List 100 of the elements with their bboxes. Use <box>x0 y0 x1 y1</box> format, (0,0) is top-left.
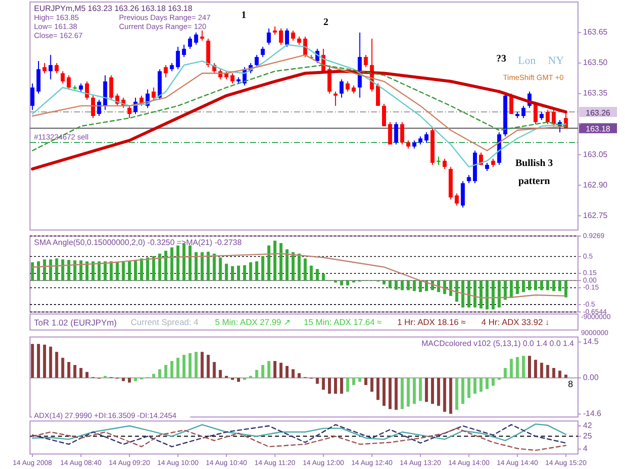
bar <box>418 378 422 401</box>
bar <box>522 280 525 292</box>
bar <box>298 254 301 281</box>
bar <box>486 378 489 390</box>
bar <box>261 364 264 378</box>
bar <box>424 378 428 402</box>
candlestick <box>400 122 404 145</box>
candlestick <box>394 122 398 145</box>
bar <box>492 280 495 310</box>
candlestick <box>442 158 447 170</box>
bar <box>461 378 464 404</box>
bar <box>206 252 210 281</box>
bar <box>128 261 131 281</box>
bar <box>480 378 483 392</box>
bar <box>449 378 452 414</box>
bar <box>182 354 186 378</box>
bar <box>255 370 258 378</box>
bar <box>328 378 331 394</box>
bar <box>388 280 392 288</box>
bar <box>286 366 289 378</box>
bar <box>534 280 538 290</box>
bar <box>273 361 276 378</box>
text: 5 Min: ADX 27.99 ↗ <box>215 317 292 327</box>
text: ToR 1.02 (EURJPYm) <box>34 318 117 328</box>
bar <box>467 280 470 308</box>
bar <box>292 369 295 378</box>
line-series <box>32 424 566 448</box>
bar <box>158 369 162 378</box>
ref-line-label: 163.18 <box>586 124 611 134</box>
bar <box>164 364 168 378</box>
bar <box>188 245 192 281</box>
y-tick-label: 0.00 <box>583 372 600 382</box>
bar <box>558 280 562 292</box>
y-tick-label: 163.65 <box>583 28 608 37</box>
bar <box>298 373 301 378</box>
bar <box>249 262 252 281</box>
bar <box>504 280 507 300</box>
bar <box>437 378 440 406</box>
bar <box>116 262 119 281</box>
bar <box>237 378 240 382</box>
y-tick-label: 163.35 <box>583 88 608 98</box>
bar <box>558 370 562 378</box>
bar <box>528 280 532 290</box>
candlestick <box>254 54 259 68</box>
annotation: ?3 <box>496 53 506 64</box>
bar <box>292 252 295 281</box>
y-tick-label: 25 <box>583 431 592 440</box>
bar <box>406 280 410 290</box>
bar <box>382 280 386 284</box>
bar <box>61 259 64 281</box>
bar <box>67 362 70 378</box>
bar <box>498 280 501 308</box>
candlestick <box>521 105 526 119</box>
bar <box>376 378 380 400</box>
bar <box>522 356 525 378</box>
bar <box>286 249 289 281</box>
candlestick <box>460 180 465 208</box>
candlestick <box>303 36 308 58</box>
candlestick <box>36 60 40 94</box>
bar <box>55 258 58 281</box>
bar <box>212 362 216 378</box>
bar <box>273 240 276 281</box>
bar <box>564 280 568 298</box>
bar <box>152 374 156 378</box>
bar <box>412 280 416 292</box>
bar <box>122 378 125 382</box>
y-tick-label: 162.75 <box>583 210 608 220</box>
candlestick <box>382 103 386 127</box>
line-series <box>32 428 566 451</box>
bar <box>194 252 198 281</box>
candlestick <box>376 82 380 106</box>
bar <box>455 378 458 410</box>
candlestick <box>48 54 53 80</box>
y-tick-label: -14.6 <box>583 409 602 418</box>
bar <box>104 261 107 281</box>
bar <box>412 378 416 404</box>
bar <box>467 378 470 398</box>
bar <box>212 254 216 281</box>
candlestick <box>436 156 441 166</box>
y-tick-label: 4 <box>583 444 588 454</box>
bar <box>30 344 34 378</box>
bar <box>540 280 544 290</box>
candlestick <box>552 109 556 127</box>
bar <box>170 361 174 378</box>
text: 1 Hr: ADX 18.16 ≈ <box>397 317 466 327</box>
bar <box>43 259 46 281</box>
bar <box>146 257 150 281</box>
bar <box>134 260 137 281</box>
bar <box>552 368 556 378</box>
candlestick <box>127 105 132 119</box>
bar <box>79 368 82 378</box>
candlestick <box>54 62 59 74</box>
candlestick <box>200 30 204 42</box>
bar <box>449 280 452 296</box>
y-tick-label: 14.5 <box>583 337 600 346</box>
candlestick <box>42 62 47 74</box>
bar <box>400 378 404 410</box>
bar <box>267 361 270 378</box>
bar <box>110 261 113 281</box>
bar <box>486 280 489 310</box>
